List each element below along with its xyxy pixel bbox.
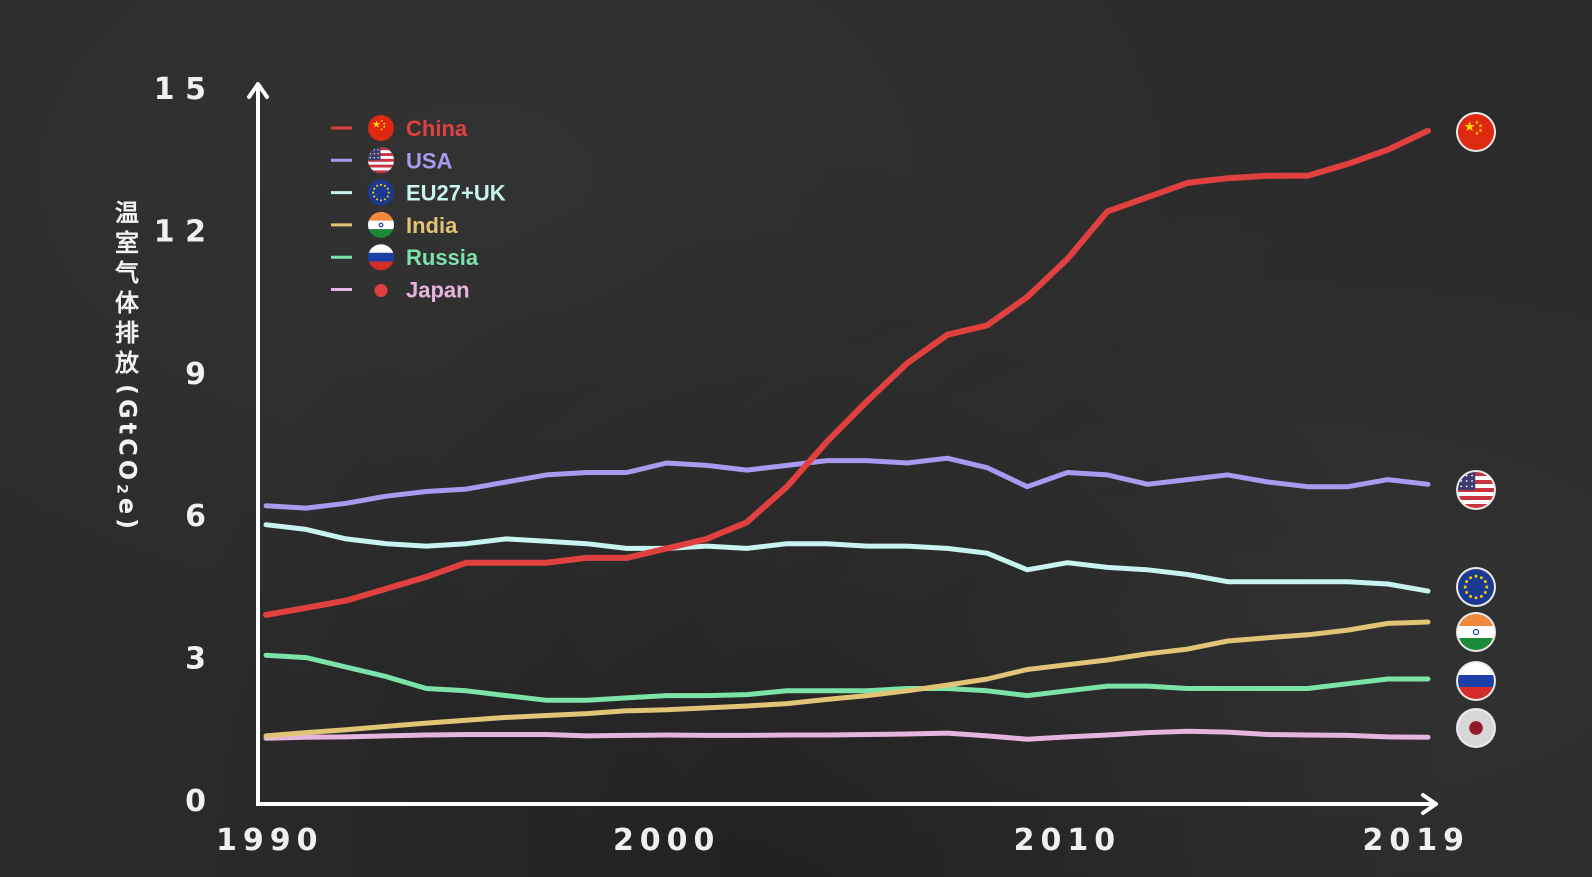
x-tick-label: 2010: [1014, 823, 1122, 858]
y-axis-arrow: [247, 82, 269, 99]
eu-flag-icon: [368, 179, 394, 206]
svg-text:★: ★: [372, 119, 381, 130]
legend-label: Japan: [406, 278, 470, 303]
end-flag: [1456, 661, 1496, 701]
x-axis-arrow: [1421, 793, 1438, 815]
svg-text:★: ★: [1475, 131, 1480, 137]
x-tick-labels: 1990 2000 2010 2019: [216, 823, 1471, 858]
svg-text:★: ★: [1478, 124, 1483, 130]
svg-text:★: ★: [1464, 119, 1476, 135]
y-tick-labels: 0 3 6 9 1 2 1 5: [154, 72, 206, 819]
x-tick-label: 2000: [613, 823, 721, 858]
legend-label: USA: [406, 148, 453, 173]
eu-flag-icon: [1458, 569, 1494, 605]
y-axis-label: 温室气体排放 (GtCO2e): [104, 200, 144, 533]
legend-label: India: [406, 213, 458, 238]
svg-text:★: ★: [380, 119, 384, 123]
x-tick-label: 1990: [216, 823, 324, 858]
china-flag-icon: ★★★★★: [368, 115, 394, 141]
legend-item: Russia: [331, 244, 479, 270]
chart-axes: [247, 82, 1438, 815]
legend-item: India: [331, 211, 458, 238]
usa-flag-icon: [1458, 472, 1494, 508]
series-line-eu27-uk: [263, 522, 1431, 594]
y-axis-label-text: 温室气体排放: [110, 200, 139, 380]
y-tick-label: 3: [185, 642, 206, 677]
japan-flag-icon: [374, 284, 388, 297]
japan-flag-icon: [1458, 710, 1494, 746]
y-axis-unit-suffix: e): [113, 497, 142, 534]
series-line-japan: [263, 728, 1431, 742]
legend-item: USA: [331, 147, 453, 174]
y-tick-label: 1 2: [154, 214, 206, 249]
y-tick-label: 1 5: [154, 72, 206, 107]
legend-item: Japan: [331, 278, 470, 303]
end-flag: [1456, 470, 1496, 510]
svg-text:★: ★: [380, 127, 384, 131]
end-flags: ★★★★★: [1456, 112, 1496, 748]
x-tick-label: 2019: [1363, 823, 1471, 858]
y-tick-label: 9: [185, 357, 206, 392]
legend-label: China: [406, 116, 468, 141]
end-flag: [1456, 567, 1496, 607]
svg-text:★: ★: [383, 122, 387, 126]
end-flag: ★★★★★: [1456, 112, 1496, 152]
india-flag-icon: [368, 211, 394, 238]
end-flag: [1456, 708, 1496, 748]
series-line-russia: [263, 652, 1431, 703]
china-flag-icon: ★★★★★: [1458, 114, 1494, 150]
svg-text:★: ★: [383, 125, 387, 129]
india-flag-icon: [1458, 614, 1494, 650]
y-axis-unit-subscript: 2: [113, 484, 130, 498]
russia-flag-icon: [368, 244, 394, 271]
svg-text:★: ★: [1478, 128, 1483, 134]
legend-item: ★ ★★★★ China: [331, 115, 468, 141]
end-flag: [1456, 612, 1496, 652]
russia-flag-icon: [1458, 663, 1494, 699]
legend-item: EU27+UK: [331, 179, 506, 206]
y-axis-unit-prefix: (GtCO: [113, 384, 142, 485]
y-axis-label-unit: (GtCO2e): [105, 384, 144, 533]
series-line-usa: [263, 455, 1431, 511]
y-tick-label: 6: [185, 499, 206, 534]
y-tick-label: 0: [185, 784, 206, 819]
series-line-india: [263, 619, 1431, 739]
usa-flag-icon: [368, 147, 394, 174]
series-line-china: [263, 127, 1431, 618]
svg-text:★: ★: [1475, 120, 1480, 126]
series-lines: [263, 127, 1431, 742]
legend-label: EU27+UK: [406, 181, 506, 206]
legend-label: Russia: [406, 245, 479, 270]
